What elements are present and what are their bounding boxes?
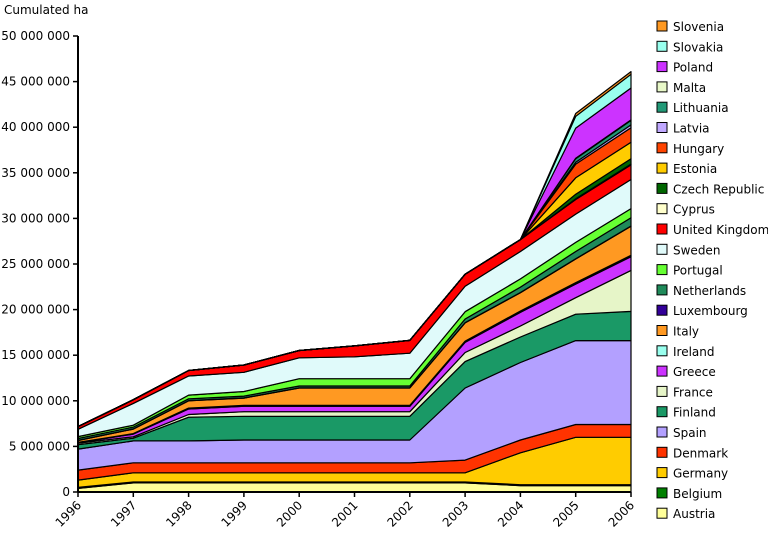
x-tick-group: 1996 1997 1998 1999 2000 2001 2002 2003 2004 2005… xyxy=(53,492,637,530)
legend-label-malta: Malta xyxy=(673,81,706,95)
legend-swatch-denmark xyxy=(656,446,668,458)
legend-label-belgium: Belgium xyxy=(673,487,722,501)
legend-swatch-austria xyxy=(656,507,668,519)
y-tick-label: 5 000 000 xyxy=(9,439,70,453)
legend-swatch-portugal xyxy=(656,264,668,276)
legend-swatch-cyprus xyxy=(656,203,668,215)
y-tick-label: 30 000 000 xyxy=(1,211,70,225)
legend-swatch-czech-republic xyxy=(656,182,668,194)
area-slovenia xyxy=(77,70,632,428)
y-tick-group: 0 5 000 000 10 000 000 15 000 000 20 000 000… xyxy=(1,29,78,499)
legend: Slovenia Slovakia Poland Malta Lithuania Latv… xyxy=(656,20,768,521)
x-tick-label: 2001 xyxy=(329,498,360,529)
legend-label-czech-republic: Czech Republic xyxy=(673,182,764,196)
legend-label-finland: Finland xyxy=(673,406,716,420)
legend-label-greece: Greece xyxy=(673,365,716,379)
legend-label-italy: Italy xyxy=(673,325,699,339)
legend-label-luxembourg: Luxembourg xyxy=(673,304,748,318)
legend-swatch-poland xyxy=(656,61,668,73)
legend-label-germany: Germany xyxy=(673,467,728,481)
legend-swatch-netherlands xyxy=(656,284,668,296)
x-tick-label: 1999 xyxy=(219,498,250,529)
legend-label-netherlands: Netherlands xyxy=(673,284,746,298)
y-tick-label: 20 000 000 xyxy=(1,303,70,317)
legend-swatch-lithuania xyxy=(656,101,668,113)
legend-swatch-france xyxy=(656,385,668,397)
y-tick-label: 40 000 000 xyxy=(1,120,70,134)
legend-swatch-spain xyxy=(656,426,668,438)
legend-label-hungary: Hungary xyxy=(673,142,724,156)
legend-swatch-estonia xyxy=(656,162,668,174)
y-tick-label: 10 000 000 xyxy=(1,394,70,408)
x-tick-label: 1996 xyxy=(53,498,84,529)
area-series-group xyxy=(77,70,632,493)
y-tick-label: 0 xyxy=(62,485,70,499)
x-tick-label: 1997 xyxy=(108,498,139,529)
legend-swatch-hungary xyxy=(656,142,668,154)
legend-label-estonia: Estonia xyxy=(673,162,717,176)
y-tick-label: 35 000 000 xyxy=(1,166,70,180)
y-tick-label: 45 000 000 xyxy=(1,75,70,89)
legend-label-ireland: Ireland xyxy=(673,345,715,359)
legend-swatch-greece xyxy=(656,365,668,377)
y-axis-title: Cumulated ha xyxy=(4,3,88,17)
legend-label-poland: Poland xyxy=(673,61,713,75)
legend-label-denmark: Denmark xyxy=(673,446,728,460)
legend-label-france: France xyxy=(673,385,713,399)
x-tick-label: 2002 xyxy=(384,498,415,529)
legend-swatch-italy xyxy=(656,325,668,336)
legend-swatch-sweden xyxy=(656,243,668,255)
x-tick-label: 2006 xyxy=(606,498,637,529)
legend-swatch-belgium xyxy=(656,487,668,499)
legend-swatch-slovenia xyxy=(656,20,668,32)
y-tick-label: 50 000 000 xyxy=(1,29,70,43)
legend-label-latvia: Latvia xyxy=(673,122,710,136)
legend-label-slovakia: Slovakia xyxy=(673,40,723,54)
legend-label-slovenia: Slovenia xyxy=(673,20,724,34)
x-tick-label: 2003 xyxy=(440,498,471,529)
legend-label-spain: Spain xyxy=(673,426,707,440)
legend-swatch-luxembourg xyxy=(656,304,668,316)
y-tick-label: 15 000 000 xyxy=(1,348,70,362)
legend-swatch-finland xyxy=(656,406,668,418)
legend-label-sweden: Sweden xyxy=(673,243,720,257)
x-tick-label: 1998 xyxy=(163,498,194,529)
legend-label-lithuania: Lithuania xyxy=(673,101,729,115)
y-tick-label: 25 000 000 xyxy=(1,257,70,271)
x-tick-label: 2004 xyxy=(495,498,526,529)
legend-label-austria: Austria xyxy=(673,507,715,521)
legend-label-portugal: Portugal xyxy=(673,264,723,278)
legend-swatch-germany xyxy=(656,467,668,479)
legend-swatch-slovakia xyxy=(656,40,668,52)
x-tick-label: 2005 xyxy=(550,498,581,529)
legend-swatch-united-kingdom xyxy=(656,223,668,235)
legend-swatch-ireland xyxy=(656,345,668,357)
legend-swatch-latvia xyxy=(656,122,668,133)
x-tick-label: 2000 xyxy=(274,498,305,529)
legend-swatch-malta xyxy=(656,81,668,93)
legend-label-cyprus: Cyprus xyxy=(673,203,715,217)
legend-label-united-kingdom: United Kingdom xyxy=(673,223,768,237)
